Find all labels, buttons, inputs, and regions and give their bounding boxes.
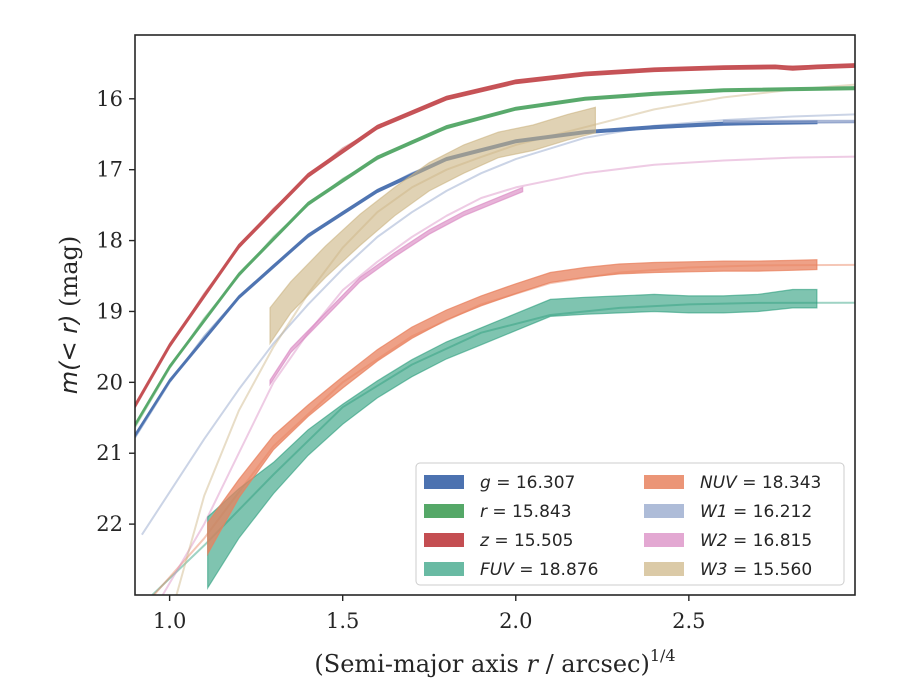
series-W1-band [722, 119, 855, 124]
x-tick-label: 1.5 [326, 609, 359, 633]
series-W2-model-line [161, 155, 855, 595]
y-tick-label: 18 [96, 229, 123, 253]
legend-box [415, 462, 845, 586]
legend-item-NUV: NUV = 18.343 [644, 473, 821, 493]
y-tick-label: 16 [96, 87, 123, 111]
series-W3-band [269, 106, 597, 346]
legend-label-z: z = 15.505 [479, 531, 573, 551]
x-tick-label: 2.5 [672, 609, 705, 633]
legend-label-NUV: NUV = 18.343 [700, 473, 821, 493]
legend: g = 16.307 r = 15.843 z = 15.505 FUV = 18.8… [415, 462, 845, 586]
legend-item-r: r = 15.843 [424, 502, 572, 522]
legend-swatch-FUV [424, 562, 464, 576]
x-tick-label: 1.0 [153, 609, 186, 633]
y-tick-label: 20 [96, 370, 123, 394]
legend-swatch-NUV [644, 475, 684, 489]
y-tick-label: 21 [96, 441, 123, 465]
legend-item-W3: W3 = 15.560 [644, 560, 812, 580]
x-axis-label: (Semi-major axis r / arcsec)1/4 [314, 646, 675, 678]
legend-item-g: g = 16.307 [424, 473, 575, 493]
legend-swatch-W2 [644, 533, 684, 547]
legend-swatch-z [424, 533, 464, 547]
y-tick-label: 22 [96, 512, 123, 536]
series-FUV-band [207, 288, 818, 590]
legend-label-FUV: FUV = 18.876 [480, 560, 598, 580]
legend-label-r: r = 15.843 [480, 502, 572, 522]
series-g-model-line [135, 121, 855, 439]
legend-item-W1: W1 = 16.212 [644, 502, 812, 522]
y-tick-label: 17 [96, 158, 123, 182]
series-NUV-band [207, 259, 818, 557]
series-W1-model-line [141, 113, 855, 536]
plot-frame [134, 34, 856, 596]
legend-swatch-W3 [644, 562, 684, 576]
legend-label-g: g = 16.307 [480, 473, 575, 493]
plot-area [135, 63, 855, 595]
x-tick-label: 2.0 [499, 609, 532, 633]
series-z-model-line [135, 64, 855, 408]
legend-label-W1: W1 = 16.212 [700, 502, 812, 522]
legend-item-z: z = 15.505 [424, 531, 573, 551]
series-r-band [135, 86, 855, 428]
series-W2-band [269, 186, 524, 387]
legend-label-W2: W2 = 16.815 [700, 531, 812, 551]
axis-ticks: 1.0 1.5 2.0 2.5 16 17 18 19 20 21 22 [96, 87, 705, 633]
legend-item-W2: W2 = 16.815 [644, 531, 812, 551]
series-g-band [135, 120, 818, 439]
y-tick-label: 19 [96, 299, 123, 323]
legend-label-W3: W3 = 15.560 [700, 560, 812, 580]
legend-swatch-r [424, 504, 464, 518]
series-z-band [135, 63, 855, 409]
legend-item-FUV: FUV = 18.876 [424, 560, 598, 580]
legend-swatch-g [424, 475, 464, 489]
y-axis-label: m(< r) (mag) [55, 236, 84, 395]
legend-swatch-W1 [644, 504, 684, 518]
